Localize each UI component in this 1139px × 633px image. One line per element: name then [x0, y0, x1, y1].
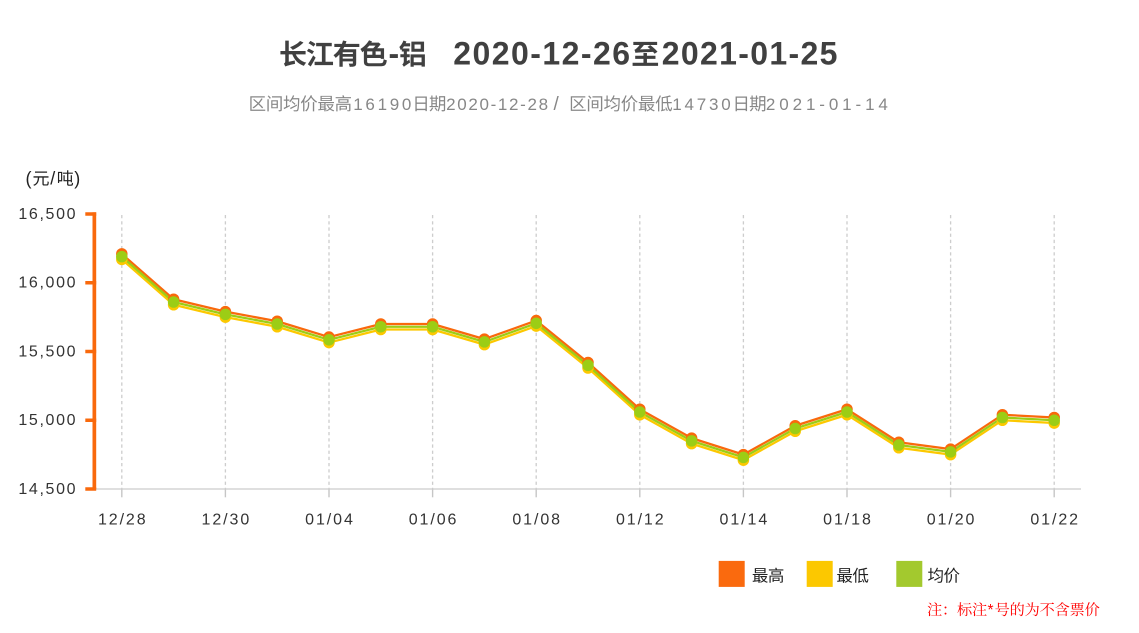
svg-text:15,500: 15,500 — [18, 343, 75, 360]
svg-text:2021-01-25: 2021-01-25 — [662, 35, 838, 71]
svg-text:/: / — [554, 94, 560, 115]
svg-text:16190: 16190 — [353, 95, 411, 114]
svg-text:/: / — [50, 169, 55, 189]
svg-text:01/20: 01/20 — [927, 512, 975, 529]
svg-text:12/30: 12/30 — [202, 512, 250, 529]
svg-text:-: - — [389, 35, 400, 71]
svg-text:16,000: 16,000 — [18, 275, 75, 292]
svg-text:(: ( — [26, 169, 32, 189]
svg-text:14,500: 14,500 — [18, 481, 75, 498]
svg-text:01/22: 01/22 — [1030, 512, 1078, 529]
svg-text:01/14: 01/14 — [720, 512, 768, 529]
svg-text:*: * — [988, 602, 994, 619]
svg-text:2020-12-26: 2020-12-26 — [453, 35, 630, 71]
svg-text:): ) — [74, 169, 80, 189]
svg-text:01/06: 01/06 — [409, 512, 457, 529]
svg-text:2020-12-28: 2020-12-28 — [446, 95, 548, 114]
svg-text:01/18: 01/18 — [823, 512, 871, 529]
svg-text:01/08: 01/08 — [512, 512, 560, 529]
svg-text:01/04: 01/04 — [305, 512, 353, 529]
svg-text:14730: 14730 — [672, 95, 730, 114]
svg-text:15,000: 15,000 — [18, 412, 75, 429]
svg-text:12/28: 12/28 — [98, 512, 146, 529]
svg-text:16,500: 16,500 — [18, 206, 75, 223]
svg-text:01/12: 01/12 — [616, 512, 664, 529]
